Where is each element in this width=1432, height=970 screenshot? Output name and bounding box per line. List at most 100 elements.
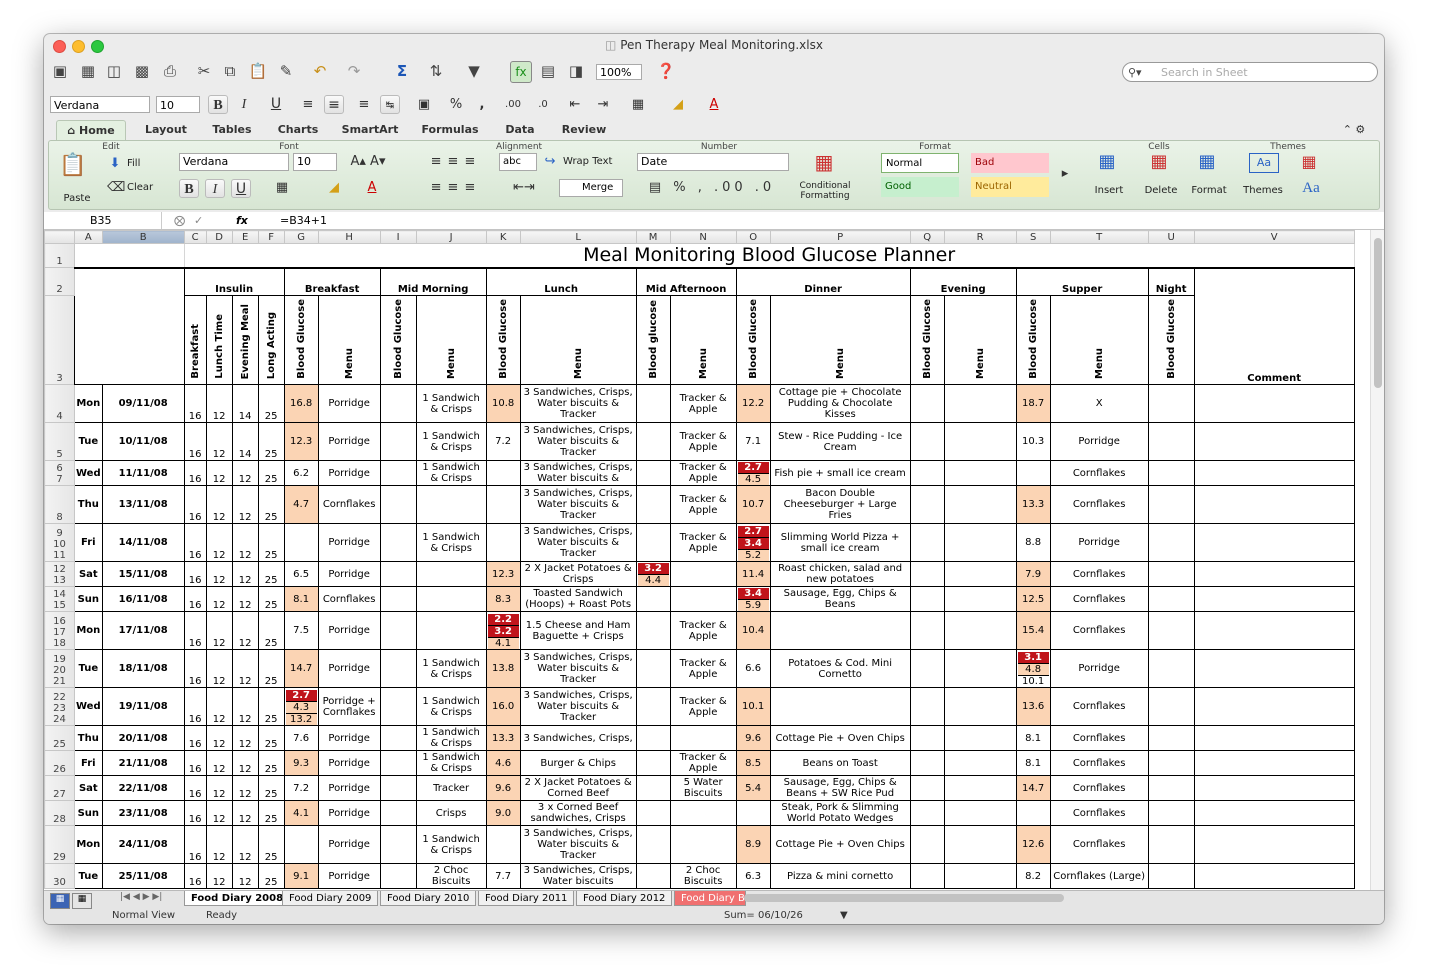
mid-afternoon-bg-cell[interactable] — [635, 800, 671, 826]
autosum-icon[interactable]: Σ — [396, 62, 408, 80]
zoom-field[interactable]: 100% — [596, 64, 642, 80]
tab-review[interactable]: Review — [561, 123, 607, 136]
ribbon-font-color-icon[interactable]: A — [367, 180, 377, 195]
bold-button[interactable]: B — [208, 95, 228, 114]
insulin-dose-cell[interactable]: 12 — [231, 725, 259, 751]
evening-bg-cell[interactable] — [909, 611, 945, 650]
night-bg-cell[interactable] — [1147, 825, 1195, 864]
mid-morning-bg-cell[interactable] — [379, 586, 417, 612]
evening-menu-cell[interactable] — [943, 649, 1017, 688]
subheader-dinner-bg[interactable]: Blood Glucose — [735, 295, 771, 385]
supper-menu-cell[interactable]: X — [1049, 384, 1149, 423]
insert-button[interactable]: Insert — [1094, 185, 1124, 196]
insulin-dose-cell[interactable]: 12 — [231, 523, 259, 562]
insulin-dose-cell[interactable]: 12 — [205, 775, 233, 801]
fx-label[interactable]: fx — [236, 214, 248, 227]
insulin-dose-cell[interactable]: 25 — [257, 611, 285, 650]
insulin-dose-cell[interactable]: 16 — [183, 422, 207, 461]
percent-icon[interactable]: % — [449, 97, 463, 112]
column-header-U[interactable]: U — [1147, 230, 1195, 244]
evening-bg-cell[interactable] — [909, 523, 945, 562]
insulin-dose-cell[interactable]: 25 — [257, 825, 285, 864]
lunch-bg-cell[interactable]: 8.3 — [485, 586, 521, 612]
evening-bg-cell[interactable] — [909, 384, 945, 423]
mid-afternoon-menu-cell[interactable]: Tracker & Apple — [669, 750, 737, 776]
insulin-dose-cell[interactable]: 16 — [183, 611, 207, 650]
name-box[interactable]: B35 — [44, 212, 162, 229]
supper-menu-cell[interactable]: Cornflakes — [1049, 775, 1149, 801]
night-bg-cell[interactable] — [1147, 561, 1195, 587]
breakfast-bg-cell[interactable]: 7.6 — [283, 725, 319, 751]
column-header-R[interactable]: R — [943, 230, 1017, 244]
evening-menu-cell[interactable] — [943, 687, 1017, 726]
dinner-bg-cell[interactable]: 2.7 3.4 5.2 — [735, 523, 771, 562]
insulin-dose-cell[interactable]: 12 — [205, 863, 233, 889]
insulin-dose-cell[interactable]: 12 — [231, 611, 259, 650]
supper-bg-cell[interactable]: 3.1 4.8 10.1 — [1015, 649, 1051, 688]
supper-bg-cell[interactable]: 8.1 — [1015, 725, 1051, 751]
breakfast-bg-cell[interactable]: 9.1 — [283, 863, 319, 889]
insulin-dose-cell[interactable]: 16 — [183, 825, 207, 864]
lunch-bg-cell[interactable]: 2.2 3.2 4.1 — [485, 611, 521, 650]
insulin-dose-cell[interactable]: 12 — [231, 800, 259, 826]
insulin-dose-cell[interactable]: 25 — [257, 523, 285, 562]
sheet-tab-b[interactable]: Food Diary B — [674, 891, 746, 906]
fill-down-icon[interactable]: ⬇ — [109, 156, 121, 171]
insulin-dose-cell[interactable]: 16 — [183, 649, 207, 688]
lunch-menu-cell[interactable]: 3 Sandwiches, Crisps, Water biscuits & T… — [519, 523, 637, 562]
sheet-tab-2012[interactable]: Food Diary 2012 — [576, 891, 673, 906]
tab-charts[interactable]: Charts — [277, 123, 319, 136]
insulin-dose-cell[interactable]: 12 — [231, 649, 259, 688]
insulin-dose-cell[interactable]: 12 — [231, 460, 259, 486]
column-header-M[interactable]: M — [635, 230, 671, 244]
breakfast-menu-cell[interactable]: Porridge — [317, 863, 381, 889]
minimize-window-button[interactable] — [72, 40, 85, 53]
wrap-text-button[interactable]: Wrap Text — [563, 156, 613, 167]
insulin-dose-cell[interactable]: 16 — [183, 863, 207, 889]
date-cell[interactable]: 10/11/08 — [101, 422, 185, 461]
dinner-bg-cell[interactable]: 3.4 5.9 — [735, 586, 771, 612]
lunch-bg-cell[interactable]: 9.6 — [485, 775, 521, 801]
lunch-menu-cell[interactable]: 3 Sandwiches, Crisps, Water biscuits & T… — [519, 384, 637, 423]
delete-button[interactable]: Delete — [1144, 185, 1178, 196]
date-cell[interactable]: 24/11/08 — [101, 825, 185, 864]
show-hide-icon[interactable]: ▤ — [540, 62, 556, 80]
column-header-Q[interactable]: Q — [909, 230, 945, 244]
mid-morning-menu-cell[interactable] — [415, 611, 487, 650]
ribbon-italic-button[interactable]: I — [205, 179, 225, 198]
mid-morning-menu-cell[interactable] — [415, 561, 487, 587]
dinner-bg-cell[interactable]: 2.7 4.5 — [735, 460, 771, 486]
save-icon[interactable]: ▩ — [134, 62, 150, 80]
font-size-select[interactable]: 10 — [156, 96, 200, 113]
day-cell[interactable]: Fri — [74, 750, 103, 776]
mid-afternoon-menu-cell[interactable] — [669, 586, 737, 612]
lunch-bg-cell[interactable]: 7.7 — [485, 863, 521, 889]
mid-morning-bg-cell[interactable] — [379, 800, 417, 826]
tab-layout[interactable]: Layout — [145, 123, 187, 136]
column-header-A[interactable]: A — [74, 230, 103, 244]
row-header[interactable]: 5 — [44, 422, 75, 461]
breakfast-bg-cell[interactable]: 6.5 — [283, 561, 319, 587]
dinner-menu-cell[interactable] — [769, 611, 911, 650]
night-bg-cell[interactable] — [1147, 863, 1195, 889]
subheader-night-bg[interactable]: Blood Glucose — [1147, 295, 1195, 385]
insulin-dose-cell[interactable]: 12 — [205, 825, 233, 864]
dinner-bg-cell[interactable]: 10.1 — [735, 687, 771, 726]
style-good[interactable]: Good — [881, 177, 959, 197]
subheader-breakfast-bg[interactable]: Blood Glucose — [283, 295, 319, 385]
lunch-bg-cell[interactable]: 7.2 — [485, 422, 521, 461]
dinner-bg-cell[interactable] — [735, 800, 771, 826]
day-cell[interactable]: Sun — [74, 586, 103, 612]
mid-afternoon-menu-cell[interactable]: 2 Choc Biscuits — [669, 863, 737, 889]
dinner-bg-cell[interactable]: 11.4 — [735, 561, 771, 587]
lunch-menu-cell[interactable]: 3 x Corned Beef sandwiches, Crisps — [519, 800, 637, 826]
insulin-dose-cell[interactable]: 16 — [183, 725, 207, 751]
supper-menu-cell[interactable]: Cornflakes — [1049, 800, 1149, 826]
lunch-bg-cell[interactable] — [485, 485, 521, 524]
insulin-dose-cell[interactable]: 16 — [183, 775, 207, 801]
supper-bg-cell[interactable]: 8.8 — [1015, 523, 1051, 562]
column-header-P[interactable]: P — [769, 230, 911, 244]
format-cells-icon-ribbon[interactable]: ▦ — [1198, 151, 1216, 172]
mid-morning-bg-cell[interactable] — [379, 561, 417, 587]
insulin-dose-cell[interactable]: 25 — [257, 384, 285, 423]
